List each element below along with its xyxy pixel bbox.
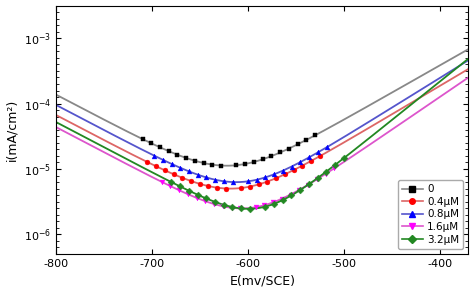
Y-axis label: i(mA/cm²): i(mA/cm²): [6, 99, 18, 161]
X-axis label: E(mv/SCE): E(mv/SCE): [229, 275, 295, 287]
Legend: 0, 0.4μM, 0.8μM, 1.6μM, 3.2μM: 0, 0.4μM, 0.8μM, 1.6μM, 3.2μM: [398, 180, 463, 249]
